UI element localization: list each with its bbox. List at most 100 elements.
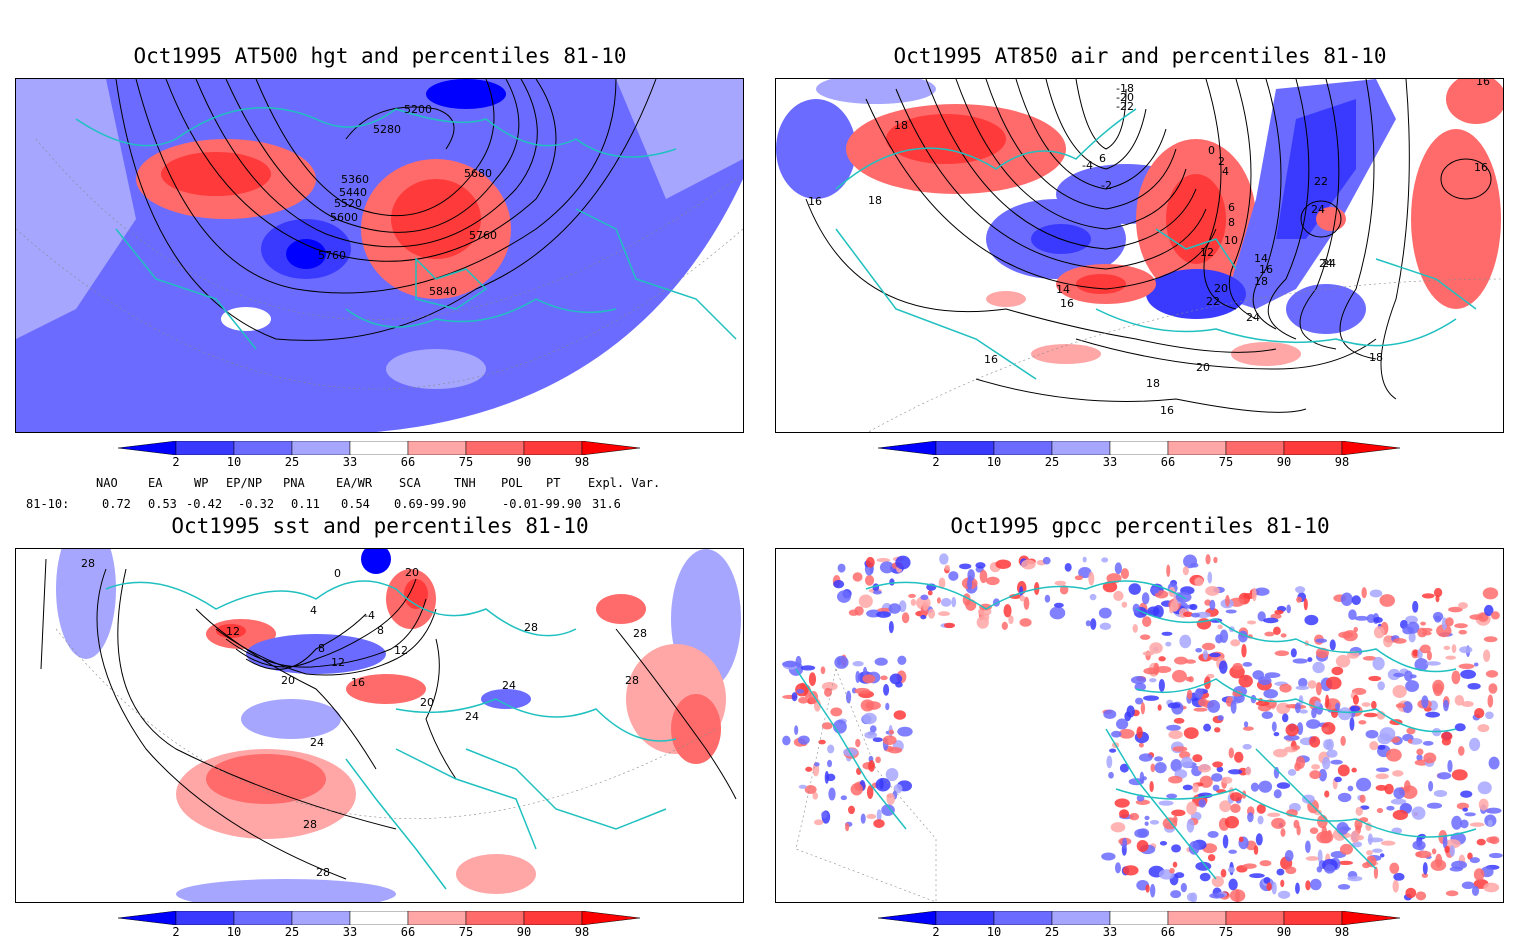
- colorbar-swatch: [1283, 910, 1343, 926]
- air850-contour-label: 4: [1222, 165, 1229, 178]
- air850-contour-label: 14: [1056, 283, 1070, 296]
- sst-contour-label: 20: [420, 696, 434, 709]
- colorbar-swatch: [935, 910, 995, 926]
- air850-contour-label: 6: [1228, 201, 1235, 214]
- index-value: 0.72: [102, 497, 131, 511]
- index-header: TNH: [454, 476, 476, 490]
- hgt500-contour-label: 5280: [373, 123, 401, 136]
- hgt500-contour-label: 5600: [330, 211, 358, 224]
- air850-contour-label: 18: [868, 194, 882, 207]
- colorbar-swatch: [1167, 440, 1227, 456]
- index-value: 0.69-99.90: [394, 497, 467, 511]
- air850-contour-label: -20: [1116, 91, 1134, 104]
- colorbar-swatch: [1341, 910, 1401, 926]
- air850-contour-label: 12: [1200, 246, 1214, 259]
- air850-contour-label: 22: [1314, 175, 1328, 188]
- air850-contour-label: 0: [1208, 144, 1215, 157]
- air850-contour-label: 24: [1322, 257, 1336, 270]
- colorbar-tick-label: 2: [172, 925, 180, 939]
- index-header: EA: [148, 476, 163, 490]
- sst-contour-label: 24: [465, 710, 479, 723]
- air850-contour-label: 20: [1214, 282, 1228, 295]
- index-value: -0.32: [238, 497, 275, 511]
- colorbar-tick-label: 33: [1102, 925, 1118, 939]
- sst-map-svg: 28 0 4 -4 8 12 16 20 24 28 28 28 24 20 2…: [40, 549, 741, 902]
- sst-contour-label: 12: [394, 644, 408, 657]
- colorbar-swatch: [291, 910, 351, 926]
- hgt500-contour-label: 5760: [469, 229, 497, 242]
- colorbar-tick-label: 33: [342, 925, 358, 939]
- air850-contour-label: 22: [1206, 295, 1220, 308]
- colorbar-tick-label: 33: [1102, 455, 1118, 469]
- colorbar-tick-label: 10: [986, 455, 1002, 469]
- colorbar-tick-label: 90: [1276, 455, 1292, 469]
- colorbar-tick-label: 10: [986, 925, 1002, 939]
- colorbar-swatch: [1109, 440, 1169, 456]
- colorbar-tick-label: 98: [574, 925, 590, 939]
- colorbar-swatch: [465, 440, 525, 456]
- air850-contour-label: 24: [1246, 311, 1260, 324]
- air850-contour-label: 14: [1254, 252, 1268, 265]
- hgt500-contour-label: 5680: [464, 167, 492, 180]
- air850-contour-label: 16: [1060, 297, 1074, 310]
- index-header: Expl. Var.: [588, 476, 661, 490]
- air850-contour-label: 16: [984, 353, 998, 366]
- colorbar-swatch: [1225, 910, 1285, 926]
- air850-contour-label: 6: [1099, 152, 1106, 165]
- colorbar-3: 2 10 25 33 66 75 90 98: [117, 910, 648, 940]
- hgt500-contour-label: 5200: [404, 103, 432, 116]
- gpcc-map-svg: [782, 553, 1503, 902]
- colorbar-swatch: [407, 440, 467, 456]
- colorbar-tick-label: 10: [226, 455, 242, 469]
- colorbar-swatch: [1283, 440, 1343, 456]
- colorbar-tick-label: 98: [1334, 455, 1350, 469]
- index-header: NAO: [96, 476, 118, 490]
- panel-3-title: Oct1995 sst and percentiles 81-10: [171, 514, 589, 538]
- index-value: 0.53: [148, 497, 177, 511]
- colorbar-tick-label: 66: [400, 455, 416, 469]
- colorbar-4: 2 10 25 33 66 75 90 98: [877, 910, 1408, 940]
- hgt500-contour-label: 5760: [318, 249, 346, 262]
- colorbar-tick-label: 90: [516, 455, 532, 469]
- colorbar-tick-label: 25: [1044, 925, 1060, 939]
- hgt500-contour-label: 5520: [334, 197, 362, 210]
- air850-contour-label: -18: [1116, 82, 1134, 95]
- air850-contour-label: 24: [1319, 257, 1333, 270]
- colorbar-swatch: [523, 440, 583, 456]
- colorbar-swatch: [175, 440, 235, 456]
- panel-4-title: Oct1995 gpcc percentiles 81-10: [950, 514, 1330, 538]
- colorbar-swatch: [1167, 910, 1227, 926]
- hgt500-contour-label: 5440: [339, 186, 367, 199]
- colorbar-tick-label: 2: [932, 925, 940, 939]
- index-value: -0.01-99.90: [502, 497, 582, 511]
- colorbar-swatch: [581, 910, 641, 926]
- sst-contour-label: 4: [310, 604, 317, 617]
- index-value: -0.42: [186, 497, 223, 511]
- colorbar-swatch: [523, 910, 583, 926]
- air850-contour-label: 18: [1369, 351, 1383, 364]
- colorbar-tick-label: 2: [932, 455, 940, 469]
- index-value: 31.6: [592, 497, 621, 511]
- colorbar-tick-label: 75: [458, 455, 474, 469]
- colorbar-swatch: [1109, 910, 1169, 926]
- colorbar-tick-label: 98: [574, 455, 590, 469]
- index-header: PNA: [283, 476, 305, 490]
- colorbar-tick-label: 66: [400, 925, 416, 939]
- sst-contour-label: 24: [502, 679, 516, 692]
- colorbar-tick-label: 75: [1218, 455, 1234, 469]
- air850-contour-label: 20: [1196, 361, 1210, 374]
- air850-contour-label: 16: [1476, 79, 1490, 88]
- sst-contour-label: 16: [351, 676, 365, 689]
- air850-contour-label: -22: [1116, 100, 1134, 113]
- colorbar-swatch: [117, 440, 177, 456]
- air850-map-svg: 18 16 18 -18 -20 -22 0 2 4 6 8 10 12 14 …: [776, 79, 1503, 432]
- colorbar-tick-label: 90: [1276, 925, 1292, 939]
- air850-contour-label: 2: [1218, 155, 1225, 168]
- colorbar-swatch: [291, 440, 351, 456]
- colorbar-swatch: [1051, 440, 1111, 456]
- sst-contour-label: -4: [364, 609, 375, 622]
- colorbar-tick-label: 25: [284, 455, 300, 469]
- sst-contour-label: 24: [310, 736, 324, 749]
- colorbar-swatches: [877, 440, 1401, 456]
- air850-contour-label: -4: [1082, 159, 1093, 172]
